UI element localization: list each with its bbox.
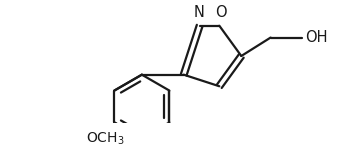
Text: OH: OH <box>305 30 328 45</box>
Text: N: N <box>193 5 204 20</box>
Text: OCH$_3$: OCH$_3$ <box>86 130 124 146</box>
Text: O: O <box>215 5 227 20</box>
